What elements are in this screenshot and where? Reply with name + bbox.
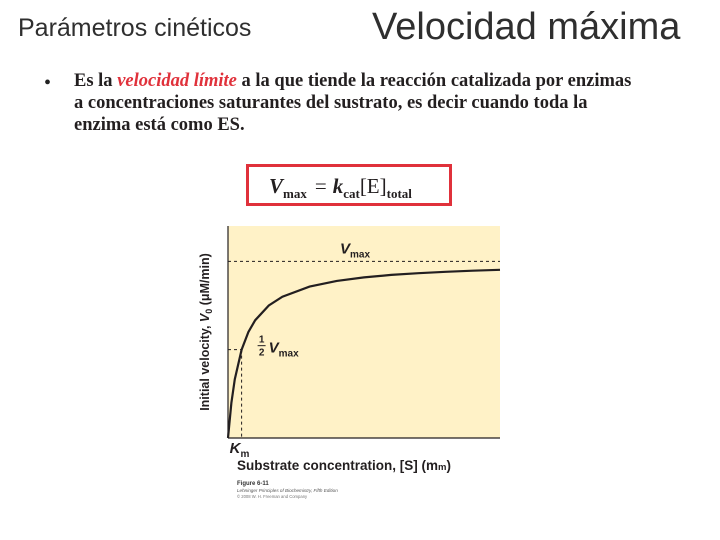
eq-equals: = xyxy=(315,174,327,198)
half-fraction-denominator: 2 xyxy=(259,348,265,359)
eq-vmax-symbol: V xyxy=(269,174,285,198)
equation-box: Vmax = kcat[E]total xyxy=(246,164,452,206)
figure-copyright: © 2008 W. H. Freeman and Company xyxy=(237,494,308,499)
vmax-label-subscript: max xyxy=(350,249,370,260)
figure-source: Lehninger Principles of Biochemistry, Fi… xyxy=(237,488,338,493)
bullet-marker: • xyxy=(44,72,52,94)
bullet-text: Es la velocidad límite a la que tiende l… xyxy=(74,70,634,136)
y-axis-label: Initial velocity, V0 (μM/min) xyxy=(198,253,214,411)
y-axis-label-main: Initial velocity, xyxy=(198,322,212,411)
km-label-symbol: K xyxy=(230,440,242,457)
figure-caption: Figure 6-11 Lehninger Principles of Bioc… xyxy=(237,481,437,499)
vmax-label-symbol: V xyxy=(340,240,352,257)
saturation-curve xyxy=(226,268,501,439)
vmax-equation: Vmax = kcat[E]total xyxy=(269,174,412,201)
half-vmax-label-subscript: max xyxy=(279,349,299,360)
km-label-subscript: m xyxy=(240,449,249,460)
y-axis-label-symbol: V xyxy=(198,312,212,322)
half-vmax-label: Vmax xyxy=(269,340,299,360)
vmax-label: Vmax xyxy=(340,240,370,260)
section-label: Parámetros cinéticos xyxy=(18,14,252,42)
x-axis-label: Substrate concentration, [S] (mm) xyxy=(237,458,451,473)
figure-number: Figure 6-11 xyxy=(237,481,269,487)
eq-enzyme: [E] xyxy=(360,174,387,198)
slide-title: Velocidad máxima xyxy=(372,6,681,48)
svg-text:Vmax=kcat[E]total: Vmax = kcat[E]total xyxy=(269,174,412,201)
plot-area xyxy=(228,226,500,438)
eq-kcat-symbol: k xyxy=(333,174,344,198)
michaelis-menten-figure: Vmax 1 2 Vmax Km Substrate concentration… xyxy=(190,220,510,505)
bullet-text-after: a la que tiende la reacción catalizada p… xyxy=(74,71,632,135)
highlighted-term: velocidad límite xyxy=(117,71,237,91)
bullet-text-before: Es la xyxy=(74,71,118,91)
eq-vmax-subscript: max xyxy=(283,186,307,201)
saturation-curve-chart: Vmax 1 2 Vmax Km Substrate concentration… xyxy=(198,226,501,473)
half-fraction-numerator: 1 xyxy=(259,335,265,346)
eq-enzyme-subscript: total xyxy=(387,186,413,201)
eq-kcat-subscript: cat xyxy=(343,186,360,201)
km-label: Km xyxy=(230,440,250,460)
x-axis-label-close: ) xyxy=(446,458,451,473)
y-axis-label-unit: (μM/min) xyxy=(198,253,212,309)
half-vmax-label-symbol: V xyxy=(269,340,281,357)
x-axis-label-unit: m xyxy=(438,462,446,473)
x-axis-label-main: Substrate concentration, [S] (m xyxy=(237,458,438,473)
y-axis-label-subscript: 0 xyxy=(204,309,214,314)
